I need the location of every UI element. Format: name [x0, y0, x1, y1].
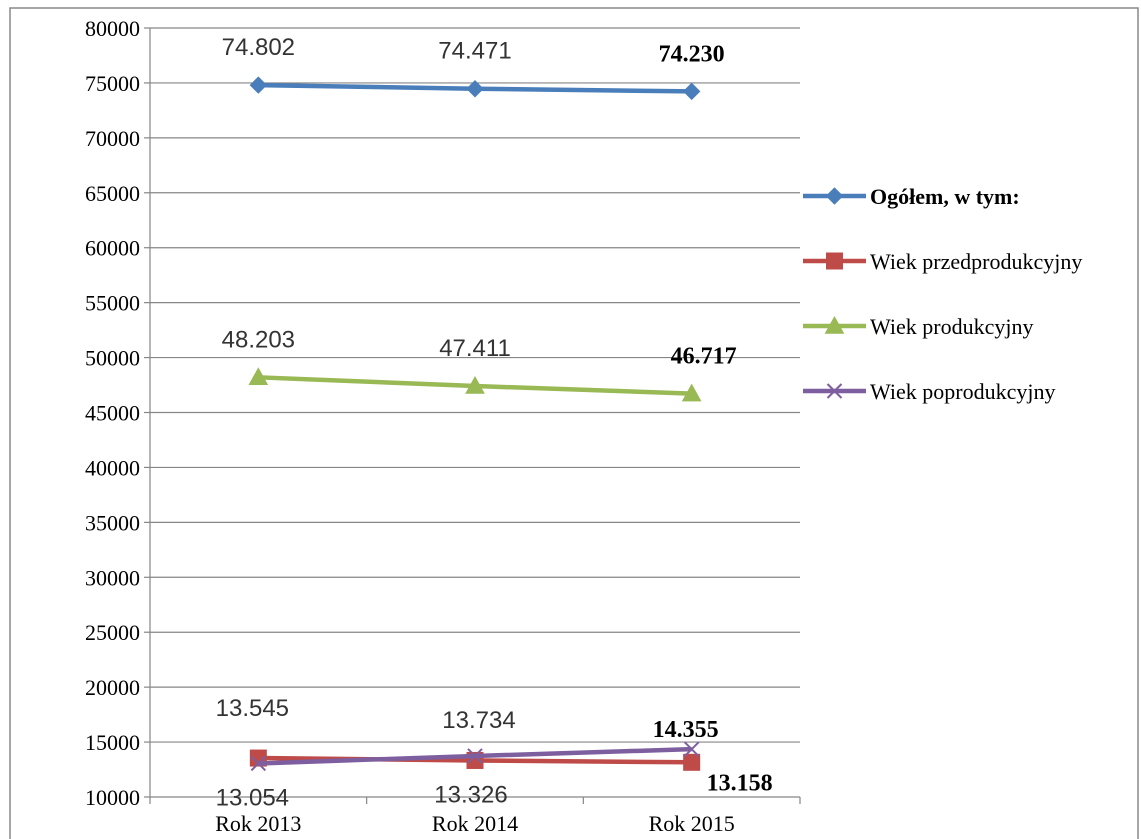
data-label: 13.054 [216, 784, 289, 811]
data-label: 46.717 [671, 344, 737, 370]
x-tick-label: Rok 2015 [649, 811, 735, 836]
legend-label: Wiek produkcyjny [870, 314, 1033, 339]
legend-entry-3: Wiek produkcyjny [803, 314, 1033, 339]
data-point [249, 76, 268, 94]
y-tick-label: 10000 [85, 785, 140, 810]
legend-label: Ogółem, w tym: [870, 184, 1020, 209]
data-label: 14.355 [653, 717, 719, 743]
legend-entry-1: Ogółem, w tym: [803, 184, 1020, 209]
data-label: 48.203 [222, 326, 295, 353]
data-label: 13.734 [442, 707, 515, 734]
data-point-stroke [683, 741, 700, 757]
data-label: 47.411 [439, 335, 511, 362]
data-label: 13.326 [434, 781, 507, 808]
data-label: 74.471 [438, 38, 511, 65]
legend-marker [826, 252, 843, 270]
data-point [248, 367, 269, 386]
legend-label: Wiek przedprodukcyjny [870, 249, 1082, 274]
y-tick-label: 80000 [85, 16, 140, 41]
y-tick-label: 75000 [85, 71, 140, 96]
chart-area-border [9, 7, 1139, 839]
x-tick-label: Rok 2014 [432, 811, 518, 836]
data-point [683, 753, 701, 771]
data-point [465, 375, 485, 394]
series [248, 76, 702, 772]
data-labels: 74.802 74.471 74.230 13.545 13.326 13.158 48.2… [216, 34, 773, 811]
legend-label: Wiek poprodukcyjny [870, 379, 1055, 404]
y-tick-label: 30000 [85, 565, 140, 590]
data-point-stroke [467, 748, 483, 764]
y-tick-label: 45000 [85, 401, 140, 426]
y-tick-label: 35000 [85, 510, 140, 535]
series-3 [248, 367, 702, 402]
y-tick-label: 15000 [85, 730, 140, 755]
y-tick-label: 60000 [85, 236, 140, 261]
legend-marker [826, 383, 843, 399]
x-tick-label: Rok 2013 [215, 811, 301, 836]
legend-marker-stroke [826, 383, 843, 399]
data-point [467, 748, 483, 764]
y-tick-label: 40000 [85, 455, 140, 480]
data-point [683, 741, 700, 757]
legend-entry-4: Wiek poprodukcyjny [803, 379, 1055, 404]
data-point [466, 80, 484, 98]
data-label: 74.802 [222, 34, 295, 61]
y-tick-label: 70000 [85, 126, 140, 151]
data-label: 13.545 [216, 695, 289, 722]
y-tick-label: 20000 [85, 675, 140, 700]
legend: Ogółem, w tym: Wiek przedprodukcyjny Wiek … [803, 184, 1082, 404]
legend-marker [825, 187, 844, 205]
axes: 10000 15000 20000 25000 30000 35000 40000 45000… [85, 16, 801, 836]
series-4 [250, 741, 700, 772]
data-point-stroke [250, 755, 267, 772]
data-point [681, 383, 702, 402]
y-tick-label: 55000 [85, 291, 140, 316]
series-1 [249, 76, 701, 101]
y-tick-label: 65000 [85, 181, 140, 206]
data-label: 13.158 [707, 770, 773, 796]
data-label: 74.230 [659, 41, 725, 67]
y-tick-label: 50000 [85, 346, 140, 371]
legend-marker [824, 315, 845, 334]
data-point [250, 755, 267, 772]
legend-entry-2: Wiek przedprodukcyjny [803, 249, 1082, 274]
data-point [682, 82, 701, 101]
y-tick-label: 25000 [85, 620, 140, 645]
